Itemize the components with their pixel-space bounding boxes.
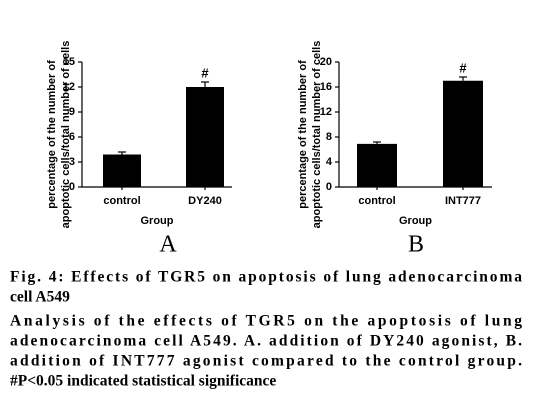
y-tick-label: 12	[320, 106, 332, 118]
y-tick-label: 0	[326, 181, 332, 193]
caption-text: Analysis of the effects of TGR5 on the a…	[10, 313, 522, 330]
y-axis-label: percentage of the number of	[297, 60, 309, 209]
x-tick-label: DY240	[188, 195, 222, 207]
panel-label: B	[408, 232, 424, 258]
x-axis-label: Group	[399, 215, 432, 227]
caption-text: #P<0.05 indicated statistical significan…	[10, 373, 276, 390]
y-axis-label: percentage of the number of	[46, 60, 58, 209]
significance-marker: #	[201, 65, 209, 80]
y-tick-label: 9	[69, 106, 75, 118]
y-tick-label: 20	[320, 56, 332, 68]
caption-text: adenocarcinoma cell A549. A. addition of…	[10, 333, 522, 350]
x-tick-label: control	[103, 195, 140, 207]
y-tick-label: 6	[69, 131, 75, 143]
x-tick-label: INT777	[445, 195, 481, 207]
y-axis-label: apoptotic cells/total number of cells	[60, 41, 72, 229]
x-tick-label: control	[358, 195, 395, 207]
bar	[357, 143, 397, 187]
y-tick-label: 8	[326, 131, 332, 143]
y-tick-label: 12	[63, 81, 75, 93]
bar	[186, 87, 224, 187]
y-tick-label: 16	[320, 81, 332, 93]
y-tick-label: 3	[69, 156, 75, 168]
x-axis-label: Group	[141, 215, 174, 227]
significance-marker: #	[459, 60, 467, 75]
y-axis-label: apoptotic cells/total number of cells	[311, 41, 323, 229]
caption-title: Fig. 4: Effects of TGR5 on apoptosis of …	[10, 269, 522, 286]
bar	[103, 154, 141, 187]
bar	[443, 80, 483, 187]
caption-title: cell A549	[10, 289, 70, 306]
caption-text: addition of INT777 agonist compared to t…	[10, 353, 522, 370]
y-tick-label: 4	[326, 156, 333, 168]
panel-label: A	[159, 232, 177, 258]
y-tick-label: 0	[69, 181, 75, 193]
y-tick-label: 15	[63, 56, 75, 68]
